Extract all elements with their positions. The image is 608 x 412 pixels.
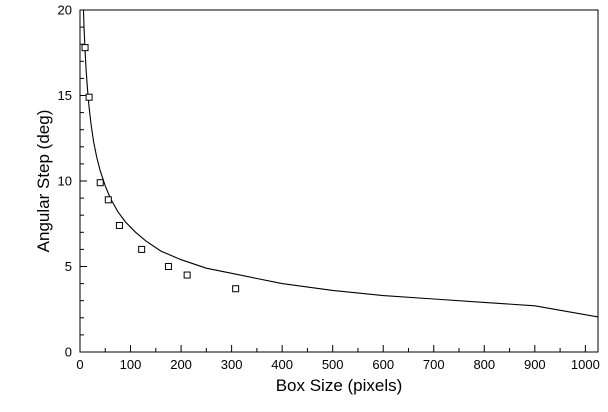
y-tick-label: 0 [65, 345, 72, 360]
data-point-marker [81, 44, 89, 52]
y-tick-label: 5 [65, 259, 72, 274]
y-axis-label: Angular Step (deg) [34, 110, 53, 253]
data-point-marker [232, 285, 240, 293]
x-tick-label: 200 [170, 357, 192, 372]
x-tick-label: 900 [524, 357, 546, 372]
x-tick-label: 500 [322, 357, 344, 372]
fitted-curve [82, 10, 598, 318]
x-tick-label: 600 [372, 357, 394, 372]
marker-layer [81, 44, 240, 293]
y-tick-label: 10 [58, 174, 72, 189]
x-tick-label: 0 [76, 357, 83, 372]
x-tick-label: 400 [271, 357, 293, 372]
data-point-marker [85, 93, 93, 101]
data-layer [82, 10, 598, 318]
y-tick-label: 15 [58, 88, 72, 103]
data-point-marker [138, 245, 146, 253]
x-tick-label: 100 [120, 357, 142, 372]
data-point-marker [164, 263, 172, 270]
x-tick-label: 1000 [571, 357, 600, 372]
x-tick-label: 700 [423, 357, 445, 372]
data-point-marker [115, 221, 123, 229]
data-point-marker [104, 196, 112, 204]
data-point-marker [183, 271, 191, 279]
x-tick-label: 800 [473, 357, 495, 372]
y-tick-label: 20 [58, 3, 72, 18]
x-tick-label: 300 [221, 357, 243, 372]
data-point-marker [96, 179, 104, 187]
axes: 0 100 200 300 400 500 600 700 800 900 1000 0 5 10 15 20 [58, 3, 600, 373]
plot-frame [79, 9, 599, 353]
x-axis-label: Box Size (pixels) [276, 376, 403, 395]
